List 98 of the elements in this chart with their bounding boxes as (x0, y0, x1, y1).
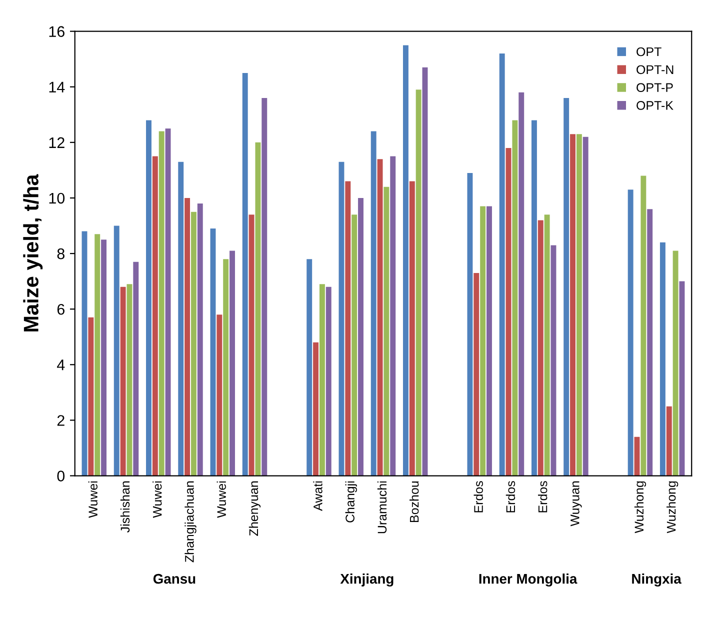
bar (101, 240, 107, 476)
x-tick-label: Changji (345, 481, 357, 522)
text: Inner Mongolia (479, 574, 578, 587)
x-tick-label: Erdos (474, 481, 483, 512)
x-tick-label: Bozhou (410, 481, 419, 522)
bar (319, 284, 325, 476)
bar (210, 228, 216, 476)
x-tick-label: Wuwei (152, 481, 162, 518)
bar (120, 286, 126, 476)
bar (262, 98, 268, 476)
x-tick-label: Awati (313, 481, 322, 511)
y-tick-label: 10 (49, 192, 65, 204)
y-tick-label: 14 (49, 82, 65, 92)
bar (544, 214, 550, 476)
x-tick-label: Wuzhong (634, 481, 646, 534)
x-tick-label: Erdos (506, 481, 516, 512)
y-tick-label: 6 (57, 304, 64, 315)
bar (242, 72, 248, 476)
y-tick-label: 16 (49, 26, 64, 37)
bar (480, 206, 486, 476)
bar (582, 136, 588, 476)
y-tick-label: 8 (57, 248, 64, 260)
bar (88, 317, 94, 476)
bar (255, 142, 261, 476)
x-tick-label: Uramuchi (377, 481, 387, 534)
bar (248, 214, 254, 476)
bar (570, 134, 576, 476)
y-tick-label: 12 (49, 137, 64, 148)
bar (178, 162, 184, 476)
y-tick-label: 4 (57, 360, 65, 370)
bar (531, 120, 537, 476)
bar (230, 250, 235, 476)
bar (152, 156, 158, 476)
bar (306, 259, 312, 476)
bar (158, 131, 164, 476)
legend-label: OPT-N (636, 65, 674, 74)
bar (467, 172, 473, 476)
x-tick-label: Zhangjiachuan (184, 481, 196, 562)
bar (512, 120, 518, 476)
bar (345, 181, 351, 476)
bar (352, 214, 358, 476)
bar (422, 67, 428, 476)
bar (390, 156, 396, 476)
bar (564, 98, 570, 476)
y-axis-title: Maize yield, t/ha (23, 174, 43, 332)
bar (146, 120, 152, 476)
x-tick-label: Jishishan (120, 481, 130, 533)
x-tick-label: Wuwei (216, 481, 226, 518)
bar (313, 342, 319, 476)
bar (402, 45, 408, 476)
text: Xinjiang (340, 574, 394, 587)
bar (647, 209, 653, 476)
bar (576, 134, 582, 476)
bar (518, 92, 524, 476)
bar (82, 231, 88, 476)
bar (474, 272, 480, 476)
bar (486, 206, 492, 476)
bar (223, 259, 229, 476)
bar (94, 234, 100, 476)
bar (666, 406, 672, 476)
text: Gansu (153, 574, 196, 584)
bar (184, 198, 190, 476)
bar (216, 314, 222, 476)
bar (326, 286, 332, 476)
bar (338, 162, 344, 476)
bar (628, 190, 634, 476)
bar (499, 54, 505, 476)
bar (416, 90, 422, 476)
x-tick-label: Zhenyuan (248, 481, 261, 536)
bar (165, 128, 171, 476)
x-tick-label: Erdos (538, 481, 548, 512)
legend-label: OPT-K (636, 101, 674, 110)
x-tick-label: Wuwei (88, 481, 98, 518)
bar (672, 250, 678, 476)
text: Ningxia (632, 574, 682, 587)
bar (660, 242, 666, 476)
y-tick-label: 2 (57, 415, 64, 426)
bar (550, 245, 556, 476)
x-tick-label: Wuyuan (570, 481, 582, 526)
bar (409, 181, 415, 476)
bar (640, 176, 646, 476)
y-tick-label: 0 (57, 470, 65, 482)
legend-label: OPT-P (636, 83, 673, 92)
bar (190, 212, 196, 476)
legend-label: OPT (636, 47, 662, 56)
bar (133, 262, 139, 476)
bar (679, 281, 685, 476)
bar (358, 198, 364, 476)
bar (634, 436, 640, 476)
bar (377, 159, 383, 476)
bar (384, 186, 390, 476)
bar (197, 204, 203, 476)
bar (114, 226, 120, 476)
bar (506, 148, 512, 476)
bar (370, 131, 376, 476)
x-tick-label: Wuzhong (666, 481, 678, 534)
bar (538, 220, 544, 476)
bar (126, 284, 132, 476)
